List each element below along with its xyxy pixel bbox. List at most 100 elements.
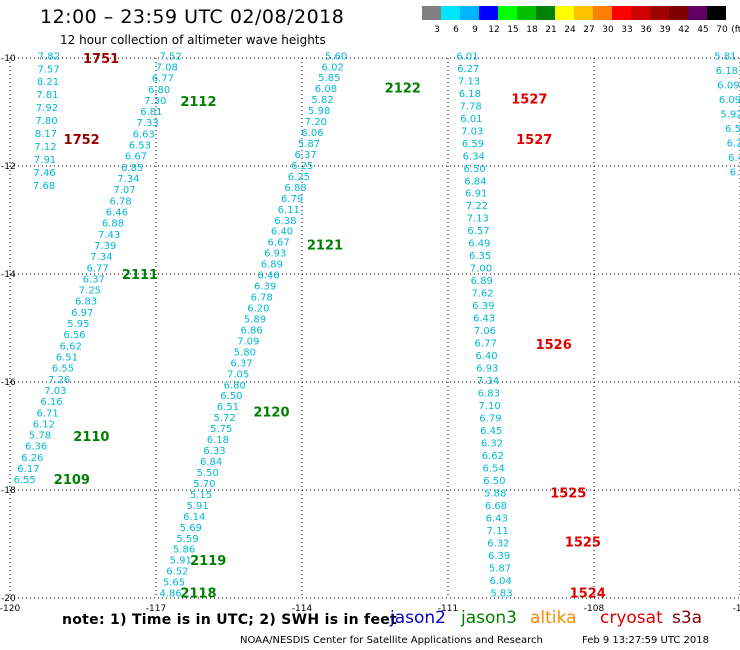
wave-height-point: 7.10 [479, 401, 501, 412]
wave-height-point: 7.26 [48, 375, 70, 386]
wave-height-point: 6.37 [295, 150, 317, 161]
pass-number-label: 2120 [253, 406, 289, 421]
wave-height-point: 6.2 [727, 138, 740, 149]
wave-height-point: 6.4 [728, 153, 740, 164]
y-tick-label: -14 [1, 270, 16, 280]
colorbar-tick-label: 27 [583, 25, 594, 35]
pass-number-label: 1527 [516, 133, 552, 148]
colorbar-swatch [498, 6, 517, 20]
wave-height-point: 5.60 [325, 51, 347, 62]
wave-height-point: 7.43 [98, 230, 120, 241]
wave-height-point: 6.40 [475, 351, 497, 362]
wave-height-point: 7.05 [227, 369, 249, 380]
wave-height-point: 7.00 [470, 264, 492, 275]
wave-height-point: 5.69 [180, 523, 202, 534]
colorbar-tick-label: (ft) [731, 25, 740, 35]
colorbar-swatch [612, 6, 631, 20]
wave-height-point: 6.54 [482, 464, 504, 475]
wave-height-point: 6.39 [254, 282, 276, 293]
wave-height-point: 5.75 [210, 424, 232, 435]
wave-height-point: 6.14 [183, 512, 205, 523]
wave-height-point: 7.30 [144, 96, 166, 107]
wave-height-point: 6.83 [478, 389, 500, 400]
units-note: note: 1) Time is in UTC; 2) SWH is in fe… [62, 612, 398, 628]
pass-number-label: 2118 [180, 587, 216, 602]
wave-height-point: 7.57 [37, 64, 59, 75]
wave-height-point: 7.20 [305, 117, 327, 128]
pass-number-label: 1524 [570, 587, 606, 602]
colorbar-swatch [536, 6, 555, 20]
wave-height-point: 6.50 [463, 164, 485, 175]
colorbar-tick-label: 15 [507, 25, 518, 35]
wave-height-point: 5.86 [173, 545, 195, 556]
wave-height-point: 7.78 [460, 101, 482, 112]
colorbar-tick-label: 18 [526, 25, 538, 35]
wave-height-point: 6.45 [480, 426, 502, 437]
pass-number-label: 2110 [73, 430, 109, 445]
wave-height-point: 6.81 [140, 107, 162, 118]
pass-number-label: 2119 [190, 554, 226, 569]
chart-subtitle: 12 hour collection of altimeter wave hei… [60, 33, 326, 47]
colorbar-tick-label: 12 [488, 25, 499, 35]
y-tick-label: -12 [1, 162, 16, 172]
x-tick-label: -114 [292, 604, 313, 614]
wave-height-point: 5.65 [163, 578, 185, 589]
wave-height-point: 7.92 [36, 103, 58, 114]
pass-number-label: 1526 [536, 338, 572, 353]
wave-height-point: 6.38 [274, 216, 296, 227]
wave-height-point: 5.87 [298, 139, 320, 150]
wave-height-point: 6.88 [102, 219, 124, 230]
wave-height-point: 6.18 [716, 66, 738, 77]
chart-title: 12:00 – 23:59 UTC 02/08/2018 [40, 6, 345, 28]
wave-height-point: 6.20 [247, 304, 269, 315]
x-tick-label: -120 [0, 604, 20, 614]
wave-height-point: 6.55 [52, 364, 74, 375]
wave-height-point: 6.34 [463, 151, 485, 162]
wave-height-point: 6.43 [486, 514, 508, 525]
colorbar-tick-label: 30 [602, 25, 614, 35]
wave-height-point: 6.5 [725, 124, 740, 135]
wave-height-point: 7.46 [33, 168, 55, 179]
wave-height-point: 7.11 [486, 526, 508, 537]
wave-height-point: 6.78 [251, 293, 273, 304]
wave-height-point: 6.77 [152, 74, 174, 85]
colorbar-swatch [574, 6, 593, 20]
wave-height-point: 7.25 [79, 286, 101, 297]
wave-height-point: 6.49 [468, 239, 490, 250]
legend-altika: altika [530, 608, 577, 628]
wave-height-point: 6.67 [268, 238, 290, 249]
wave-height-point: 7.52 [159, 51, 181, 62]
wave-height-point: 6.84 [200, 457, 222, 468]
wave-height-point: 5.80 [234, 347, 256, 358]
colorbar-swatch [441, 6, 460, 20]
wave-height-point: 6.50 [483, 476, 505, 487]
pass-number-label: 2111 [122, 268, 158, 283]
pass-number-label: 1751 [83, 52, 119, 67]
colorbar-tick-label: 42 [678, 25, 689, 35]
colorbar-swatch [688, 6, 707, 20]
wave-height-point: 6.56 [63, 330, 85, 341]
wave-height-point: 6.32 [481, 439, 503, 450]
x-tick-label: -117 [146, 604, 166, 614]
wave-height-point: 5.78 [29, 431, 51, 442]
wave-height-point: 6.09 [717, 80, 739, 91]
wave-height-point: 4.86 [159, 589, 181, 600]
wave-height-point: 6.36 [25, 442, 47, 453]
wave-height-point: 7.12 [34, 142, 56, 153]
footer-timestamp: Feb 9 13:27:59 UTC 2018 [582, 635, 709, 646]
wave-height-point: 6.39 [488, 551, 510, 562]
wave-height-point: 6.01 [456, 51, 478, 62]
wave-height-point: 6.25 [288, 172, 310, 183]
wave-height-point: 7.33 [136, 118, 158, 129]
wave-height-point: 5.50 [197, 468, 219, 479]
wave-height-point: 6.86 [241, 325, 263, 336]
wave-height-point: 6.88 [284, 183, 306, 194]
wave-height-point: 7.03 [44, 386, 66, 397]
wave-height-point: 8.21 [37, 77, 59, 88]
colorbar-tick-label: 33 [621, 25, 632, 35]
colorbar-swatch [479, 6, 498, 20]
wave-height-point: 6.93 [264, 249, 286, 260]
colorbar-swatch [650, 6, 669, 20]
wave-height-point: 6.40 [271, 227, 293, 238]
